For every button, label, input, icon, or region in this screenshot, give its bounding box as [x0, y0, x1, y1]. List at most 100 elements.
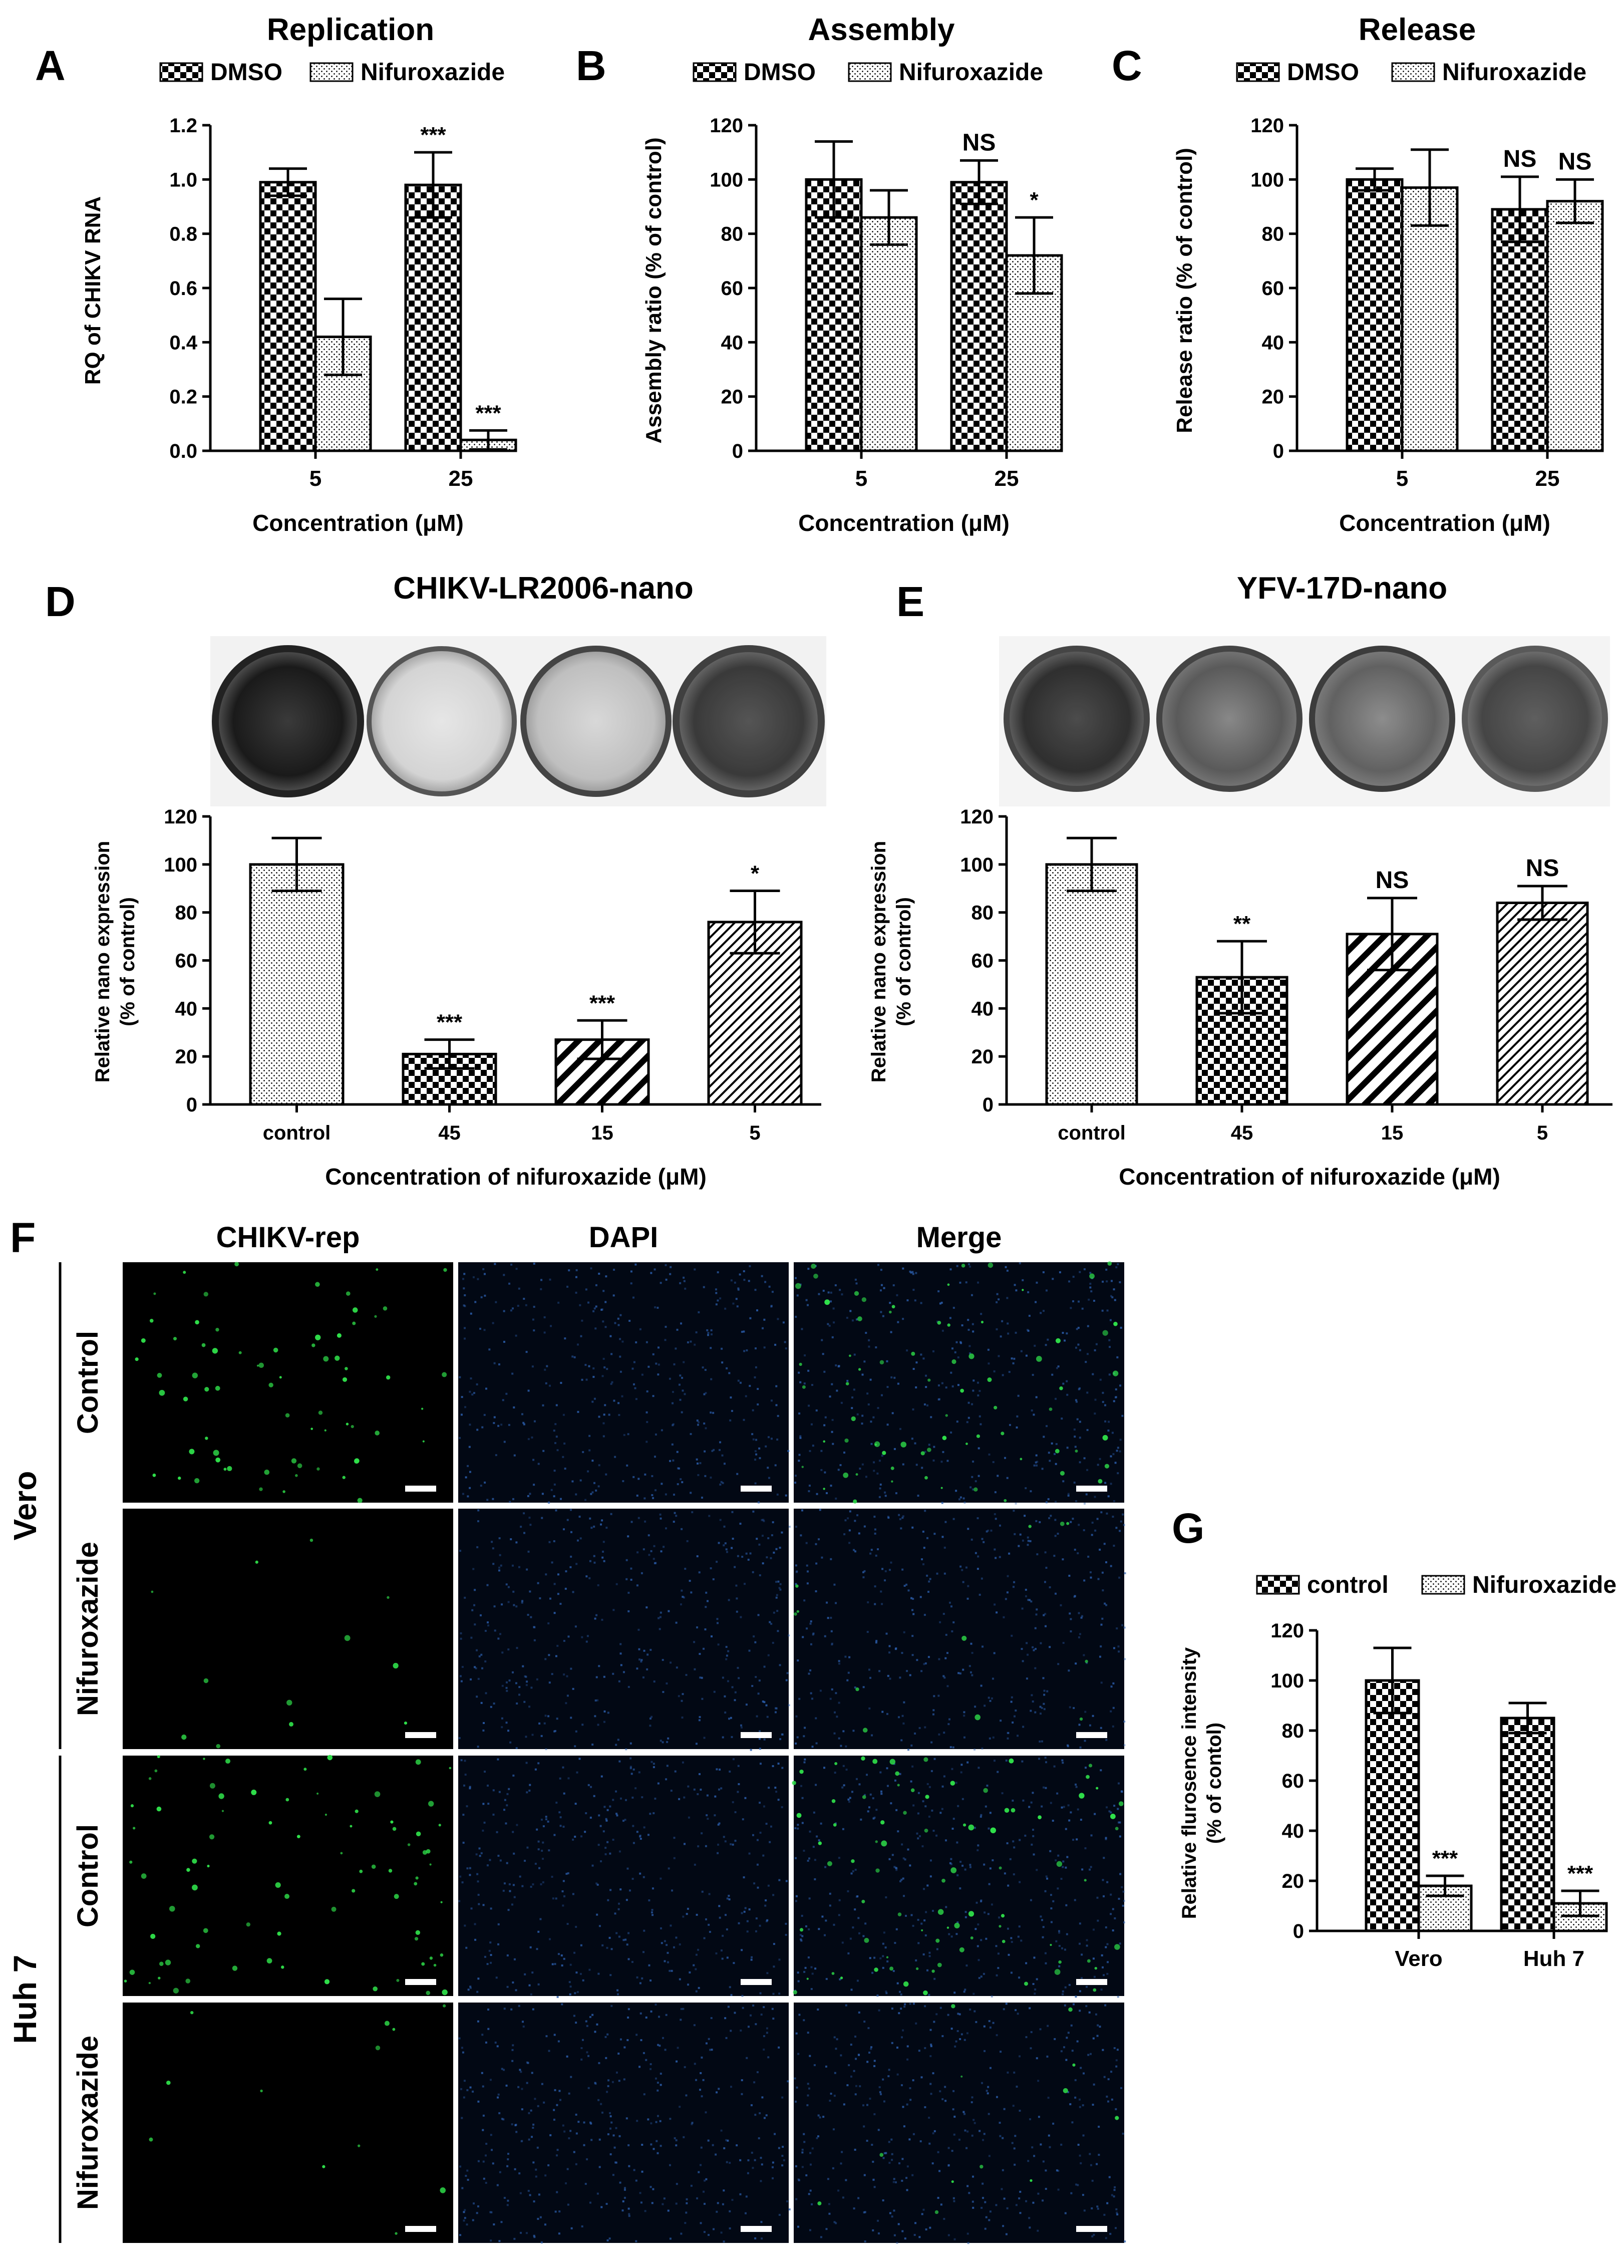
replicon-signal-dot	[277, 1931, 281, 1936]
nucleus-dot	[695, 2079, 698, 2081]
micrograph-tile	[794, 1261, 1124, 1505]
replicon-signal-dot	[1050, 1943, 1052, 1946]
nucleus-dot	[568, 1981, 571, 1983]
nucleus-dot	[847, 1671, 850, 1674]
nucleus-dot	[602, 1550, 604, 1553]
replicon-signal-dot	[352, 1889, 356, 1893]
nucleus-dot	[1019, 2055, 1021, 2058]
nucleus-dot	[770, 1622, 773, 1625]
nucleus-dot	[575, 1276, 577, 1278]
nucleus-dot	[1096, 2205, 1099, 2208]
nucleus-dot	[588, 1449, 591, 1452]
nucleus-dot	[776, 1438, 779, 1441]
nucleus-dot	[816, 1493, 818, 1495]
nucleus-dot	[1057, 2188, 1060, 2191]
nucleus-dot	[1079, 2106, 1081, 2108]
nucleus-dot	[481, 2072, 483, 2074]
replicon-signal-dot	[359, 1869, 363, 1873]
nucleus-dot	[980, 1939, 983, 1941]
nucleus-dot	[500, 2221, 503, 2223]
nucleus-dot	[906, 2103, 908, 2106]
nucleus-dot	[617, 1324, 620, 1326]
nucleus-dot	[724, 1542, 727, 1545]
nucleus-dot	[1117, 1808, 1119, 1810]
nucleus-dot	[715, 1292, 718, 1294]
replicon-signal-dot	[426, 1991, 431, 1996]
bar	[1491, 208, 1549, 452]
bar	[1045, 863, 1138, 1106]
nucleus-dot	[1044, 1890, 1047, 1892]
nucleus-dot	[897, 1716, 900, 1719]
nucleus-dot	[711, 2049, 713, 2051]
nucleus-dot	[627, 2008, 630, 2011]
nucleus-dot	[641, 1977, 643, 1979]
nucleus-dot	[1086, 1391, 1089, 1394]
nucleus-dot	[1103, 1974, 1105, 1976]
nucleus-dot	[498, 1791, 501, 1793]
nucleus-dot	[999, 2122, 1001, 2124]
nucleus-dot	[748, 1280, 750, 1282]
y-axis-label: RQ of CHIKV RNA	[81, 196, 105, 385]
nucleus-dot	[677, 1467, 680, 1470]
nucleus-dot	[782, 1321, 785, 1324]
nucleus-dot	[969, 1486, 972, 1489]
nucleus-dot	[521, 1413, 523, 1415]
nucleus-dot	[988, 2155, 991, 2157]
nucleus-dot	[542, 1404, 544, 1406]
nucleus-dot	[844, 1519, 847, 1522]
nucleus-dot	[1034, 1667, 1037, 1669]
nucleus-dot	[1006, 2207, 1009, 2209]
nucleus-dot	[503, 2069, 505, 2071]
y-tick-label: 120	[1270, 1620, 1304, 1642]
nucleus-dot	[1097, 1578, 1100, 1580]
y-tick-label: 0	[1293, 1920, 1304, 1942]
nucleus-dot	[902, 1267, 904, 1270]
nucleus-dot	[896, 2241, 898, 2244]
nucleus-dot	[634, 1787, 637, 1790]
nucleus-dot	[639, 1872, 641, 1875]
nucleus-dot	[595, 1284, 597, 1286]
nucleus-dot	[562, 1456, 564, 1458]
nucleus-dot	[477, 2100, 480, 2103]
nucleus-dot	[720, 1481, 723, 1483]
nucleus-dot	[497, 1854, 500, 1857]
row-label: Nifuroxazide	[72, 1542, 104, 1716]
nucleus-dot	[959, 1672, 961, 1675]
nucleus-dot	[902, 1515, 904, 1518]
nucleus-dot	[1030, 1490, 1032, 1493]
nucleus-dot	[460, 1413, 463, 1416]
nucleus-dot	[1040, 1915, 1042, 1918]
nucleus-dot	[675, 2139, 678, 2142]
nucleus-dot	[505, 1722, 508, 1724]
nucleus-dot	[763, 1805, 765, 1808]
nucleus-dot	[811, 1746, 814, 1748]
nucleus-dot	[739, 2193, 742, 2195]
nucleus-dot	[673, 1946, 675, 1948]
nucleus-dot	[770, 1399, 773, 1402]
nucleus-dot	[1037, 2080, 1040, 2082]
y-tick-label: 0	[186, 1094, 197, 1116]
nucleus-dot	[649, 2068, 652, 2070]
nucleus-dot	[601, 1944, 604, 1946]
nucleus-dot	[574, 1803, 577, 1805]
replicon-signal-dot	[429, 1956, 433, 1960]
nucleus-dot	[777, 1762, 780, 1765]
replicon-signal-dot	[910, 1788, 915, 1792]
nucleus-dot	[460, 1759, 463, 1762]
nucleus-dot	[901, 1568, 904, 1571]
replicon-signal-dot	[911, 1351, 915, 1356]
nucleus-dot	[1036, 1978, 1038, 1980]
nucleus-dot	[635, 2240, 637, 2242]
nucleus-dot	[933, 1977, 936, 1980]
nucleus-dot	[795, 2032, 798, 2035]
nucleus-dot	[1093, 1299, 1095, 1302]
nucleus-dot	[536, 1948, 538, 1950]
nucleus-dot	[867, 1810, 869, 1813]
nucleus-dot	[874, 1585, 876, 1588]
nucleus-dot	[620, 1664, 622, 1666]
nucleus-dot	[902, 1857, 905, 1860]
nucleus-dot	[928, 1994, 930, 1996]
nucleus-dot	[613, 2146, 616, 2149]
nucleus-dot	[459, 1437, 461, 1439]
nucleus-dot	[867, 1403, 870, 1405]
